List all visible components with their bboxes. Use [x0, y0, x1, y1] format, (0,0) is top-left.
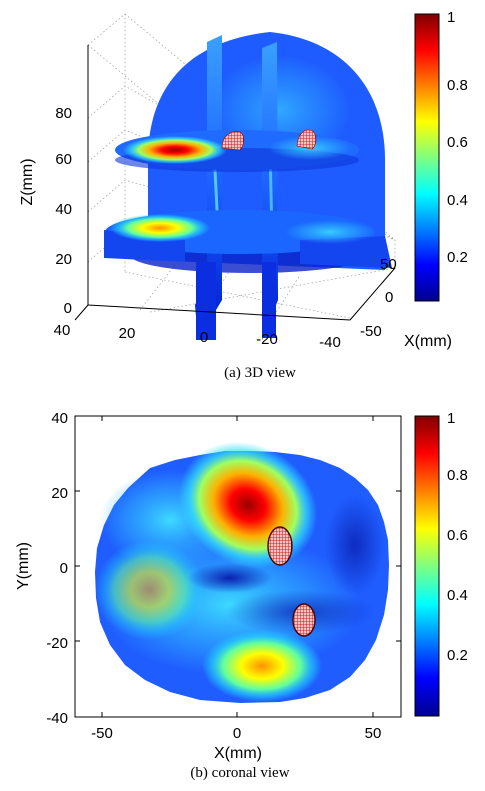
- cb3d-tick-0.2: 0.2: [447, 249, 468, 266]
- target-ellipse-2: [293, 604, 315, 636]
- colorbar-coronal-gradient: [415, 416, 439, 716]
- cb3d-tick-0.4: 0.4: [447, 192, 468, 209]
- x3d-tick-0: 0: [385, 289, 393, 306]
- caption-coronal: (b) coronal view: [190, 765, 289, 781]
- floor-left-edge: [75, 305, 88, 320]
- y3d-tick-20: 20: [119, 325, 136, 342]
- floor-front-edge: [88, 305, 350, 320]
- cor-xtick-50: 50: [365, 725, 382, 742]
- cbcor-tick-1: 1: [447, 410, 455, 427]
- z-tick-20: 20: [55, 251, 72, 268]
- y3d-tick-40: 40: [54, 322, 71, 339]
- cor-ytick-20: 20: [51, 485, 68, 502]
- z-tick-40: 40: [55, 201, 72, 218]
- colorbar-coronal: 0.2 0.4 0.6 0.8 1: [415, 410, 468, 716]
- coronal-hotspot-lower: [202, 630, 322, 702]
- cor-xtick-neg50: -50: [91, 725, 113, 742]
- cbcor-tick-0.6: 0.6: [447, 527, 468, 544]
- cor-ytick-neg20: -20: [46, 635, 68, 652]
- panel-coronal-view: 40 20 0 -20 -40 Y(mm) -50 0 50 X(mm) 0.2…: [15, 410, 468, 781]
- z-tick-0: 0: [64, 300, 72, 317]
- target-ellipse-1: [268, 527, 292, 565]
- cb3d-tick-0.8: 0.8: [447, 77, 468, 94]
- sagittal-slice-2-lower: [262, 262, 276, 338]
- axial-slice-lower-hotspot: [110, 214, 210, 242]
- colorbar-3d-gradient: [415, 14, 439, 301]
- panel-3d-view: 0 20 40 60 80 Z(mm) 40 20 0 -20 -40 50 0…: [19, 9, 468, 381]
- y3d-tick-neg40: -40: [319, 334, 341, 351]
- z-axis-label: Z(mm): [19, 158, 36, 205]
- axial-slice-upper-hotspot: [123, 136, 227, 164]
- x3d-tick-50: 50: [380, 256, 397, 273]
- z-tick-labels: 0 20 40 60 80: [55, 105, 72, 317]
- cbcor-tick-0.8: 0.8: [447, 467, 468, 484]
- cbcor-tick-0.2: 0.2: [447, 647, 468, 664]
- x3d-tick-neg50: -50: [360, 323, 382, 340]
- caption-3d: (a) 3D view: [224, 365, 296, 381]
- cor-ytick-neg40: -40: [46, 710, 68, 727]
- z-tick-80: 80: [55, 105, 72, 122]
- y3d-tick-neg20: -20: [256, 331, 278, 348]
- cor-ytick-0: 0: [60, 560, 68, 577]
- coronal-y-axis-label: Y(mm): [15, 542, 32, 590]
- cb3d-tick-0.6: 0.6: [447, 134, 468, 151]
- cor-ytick-40: 40: [51, 410, 68, 427]
- z-tick-60: 60: [55, 151, 72, 168]
- coronal-y-ticks: 40 20 0 -20 -40: [46, 410, 68, 727]
- cor-xtick-0: 0: [233, 725, 241, 742]
- y3d-tick-0: 0: [200, 329, 208, 346]
- coronal-x-axis-label: X(mm): [214, 745, 262, 762]
- colorbar-3d: 0.2 0.4 0.6 0.8 1: [415, 9, 468, 301]
- cb3d-tick-1: 1: [447, 9, 455, 26]
- cbcor-tick-0.4: 0.4: [447, 587, 468, 604]
- coronal-x-ticks: -50 0 50: [91, 725, 381, 742]
- x-axis-label-3d: X(mm): [404, 333, 452, 350]
